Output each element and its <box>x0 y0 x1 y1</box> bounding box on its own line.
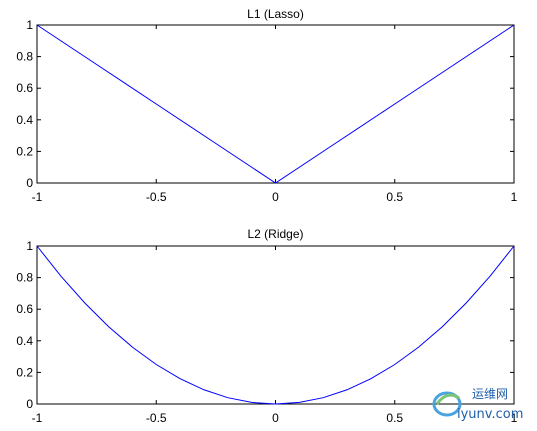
watermark-site-cn: 运维网 <box>472 387 508 401</box>
chart-panel-1: L1 (Lasso) -1 -0.5 0 0.5 1 0 0.2 0.4 0.6 0.8 1 <box>16 7 517 204</box>
y-tick-label: 0.6 <box>16 302 33 316</box>
y-tick-label: 0.8 <box>16 271 33 285</box>
y-tick-label: 0 <box>26 176 33 190</box>
y-tick-label: 0.4 <box>16 334 33 348</box>
y-tick-label: 0 <box>26 397 33 411</box>
y-tick-label: 0.6 <box>16 81 33 95</box>
y-tick-label: 0.4 <box>16 113 33 127</box>
y-tick-label: 0.2 <box>16 365 33 379</box>
x-tick-label: -0.5 <box>146 190 167 204</box>
watermark: 运维网 iyunv.com <box>432 387 523 422</box>
series-line <box>36 24 515 184</box>
y-tick-label: 1 <box>26 18 33 32</box>
x-tick-label: 0.5 <box>386 411 403 425</box>
x-tick-label: -0.5 <box>146 411 167 425</box>
x-tick-label: 0 <box>272 190 279 204</box>
axes-box <box>36 24 515 184</box>
x-tick-label: 1 <box>511 411 518 425</box>
series-line <box>36 245 515 405</box>
x-tick-label: 0.5 <box>386 190 403 204</box>
x-tick-label: 0 <box>272 411 279 425</box>
chart-title: L1 (Lasso) <box>247 7 304 21</box>
chart-panel-2: L2 (Ridge) -1 -0.5 0 0.5 1 0 0.2 0.4 0.6 0.8 1 <box>16 227 517 425</box>
x-tick-label: -1 <box>32 411 43 425</box>
y-tick-label: 0.8 <box>16 50 33 64</box>
watermark-site-url: iyunv.com <box>457 407 523 422</box>
axes-box <box>36 245 515 405</box>
x-tick-label: 1 <box>511 190 518 204</box>
chart-title: L2 (Ridge) <box>247 227 303 241</box>
y-tick-label: 1 <box>26 239 33 253</box>
watermark-logo-icon <box>432 391 462 417</box>
x-tick-label: -1 <box>32 190 43 204</box>
y-tick-label: 0.2 <box>16 144 33 158</box>
